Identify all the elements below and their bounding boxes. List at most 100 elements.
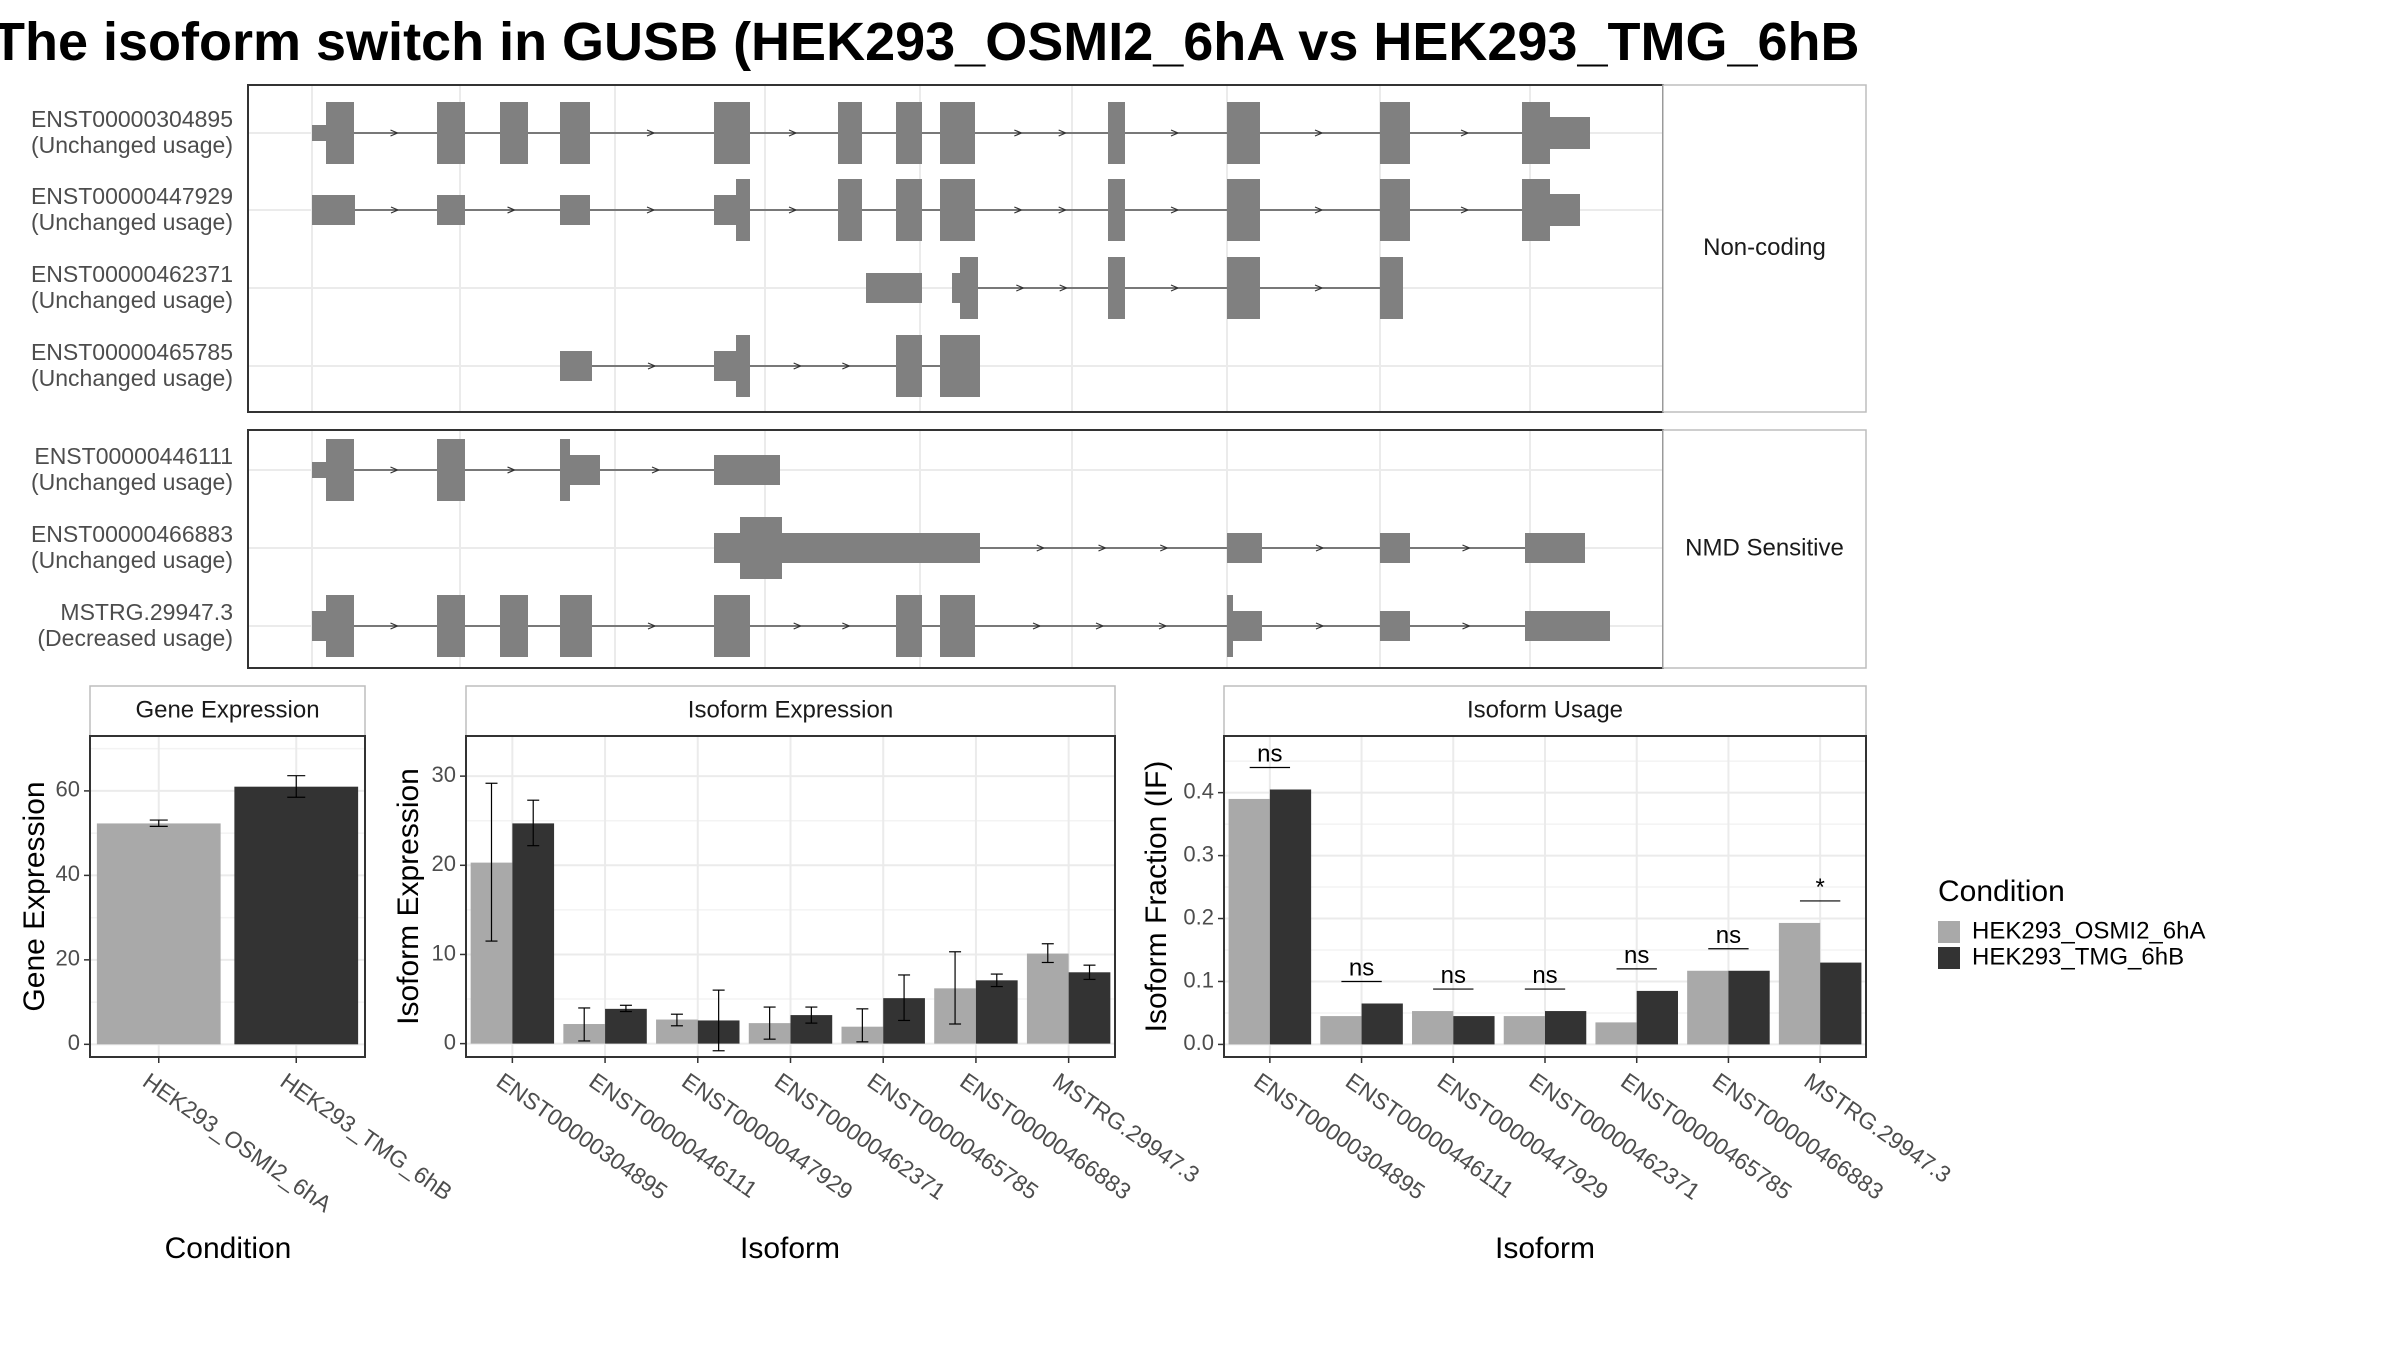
- exon-block: [960, 257, 978, 319]
- exon-block: [500, 102, 528, 164]
- transcript-ENST00000466883: ENST00000466883(Unchanged usage): [31, 517, 1585, 579]
- bar-ENST00000447929-HEK293_TMG_6hB: [1453, 1016, 1495, 1045]
- transcript-ENST00000465785: ENST00000465785(Unchanged usage): [31, 335, 980, 397]
- exon-block: [714, 102, 750, 164]
- transcript-id-label: MSTRG.29947.3: [60, 599, 233, 625]
- panel-strip: [89, 685, 366, 737]
- legend-label: HEK293_OSMI2_6hA: [1972, 917, 2205, 944]
- significance-label: ns: [1624, 942, 1649, 969]
- exon-block: [437, 439, 465, 501]
- x-tick-label: ENST00000446111: [585, 1068, 763, 1203]
- bar-ENST00000466883-HEK293_OSMI2_6hA: [1687, 970, 1729, 1045]
- exon-block: [940, 335, 980, 397]
- x-tick-label: ENST00000304895: [1249, 1068, 1429, 1205]
- x-tick-label: ENST00000465785: [1616, 1068, 1796, 1205]
- exon-block: [312, 125, 326, 141]
- legend-title: Condition: [1938, 875, 2065, 908]
- y-axis-title: Isoform Fraction (IF): [1140, 761, 1173, 1033]
- bar-ENST00000462371-HEK293_OSMI2_6hA: [1503, 1016, 1545, 1045]
- direction-arrow: [1170, 206, 1180, 214]
- y-axis-title: Isoform Expression: [392, 768, 425, 1025]
- exon-block: [952, 273, 960, 303]
- y-tick-label: 0.4: [1183, 778, 1214, 803]
- direction-arrow: [1460, 129, 1470, 137]
- direction-arrow: [793, 362, 803, 370]
- exon-block: [714, 351, 736, 381]
- direction-arrow: [788, 129, 798, 137]
- direction-arrow: [1098, 544, 1108, 552]
- direction-arrow: [842, 622, 851, 630]
- direction-arrow: [390, 206, 400, 214]
- significance-label: ns: [1716, 922, 1741, 949]
- x-tick-label: ENST00000447929: [677, 1068, 857, 1205]
- bar-panel-gene-expression: Gene Expression0204060HEK293_OSMI2_6hAHE…: [18, 685, 457, 1265]
- facet-non-coding: ENST00000304895(Unchanged usage)ENST0000…: [31, 84, 1867, 413]
- exon-block: [1108, 179, 1125, 241]
- x-tick-label: ENST00000304895: [492, 1068, 672, 1205]
- direction-arrow: [1315, 544, 1325, 552]
- transcript-id-label: ENST00000466883: [31, 521, 233, 547]
- exon-block: [1525, 611, 1610, 641]
- direction-arrow: [1314, 206, 1324, 214]
- direction-arrow: [647, 362, 657, 370]
- direction-arrow: [507, 466, 517, 474]
- transcript-id-label: ENST00000447929: [31, 183, 233, 209]
- direction-arrow: [507, 206, 517, 214]
- exon-block: [736, 179, 750, 241]
- legend-label: HEK293_TMG_6hB: [1972, 943, 2184, 970]
- direction-arrow: [390, 466, 400, 474]
- transcript-ENST00000447929: ENST00000447929(Unchanged usage): [31, 179, 1580, 241]
- bar-ENST00000304895-HEK293_TMG_6hB: [512, 823, 555, 1044]
- x-tick-label: ENST00000465785: [863, 1068, 1043, 1205]
- direction-arrow: [1016, 284, 1025, 292]
- significance-label: ns: [1257, 741, 1282, 768]
- bar-ENST00000446111-HEK293_OSMI2_6hA: [1320, 1016, 1362, 1045]
- direction-arrow: [1170, 284, 1180, 292]
- exon-block: [1227, 533, 1262, 563]
- legend-key-HEK293_TMG_6hB: [1938, 947, 1960, 969]
- transcript-usage-label: (Unchanged usage): [31, 547, 233, 573]
- direction-arrow: [842, 362, 851, 370]
- bar-panel-isoform-usage: Isoform Usage 0.0 0.1 0.2 0.3 0.4 ns ns ns ns ns ns…: [1140, 685, 1956, 1265]
- exon-block: [1380, 257, 1403, 319]
- direction-arrow: [1036, 544, 1046, 552]
- direction-arrow: [1460, 206, 1470, 214]
- bar-ENST00000304895-HEK293_OSMI2_6hA: [1228, 798, 1270, 1045]
- exon-block: [782, 533, 980, 563]
- exon-block: [838, 102, 862, 164]
- direction-arrow: [390, 622, 400, 630]
- exon-block: [896, 179, 922, 241]
- direction-arrow: [1014, 129, 1023, 137]
- exon-block: [1108, 102, 1125, 164]
- exon-block: [940, 179, 975, 241]
- exon-block: [940, 595, 975, 657]
- exon-block: [560, 102, 590, 164]
- direction-arrow: [1170, 129, 1180, 137]
- transcript-ENST00000446111: ENST00000446111(Unchanged usage): [31, 439, 780, 501]
- x-axis-title: Isoform: [740, 1232, 840, 1265]
- exon-block: [714, 455, 780, 485]
- transcript-MSTRG.29947.3: MSTRG.29947.3(Decreased usage): [37, 595, 1610, 657]
- figure-title: The isoform switch in GUSB (HEK293_OSMI2…: [0, 12, 1860, 72]
- panel-strip-title: Isoform Expression: [688, 696, 893, 723]
- exon-block: [940, 102, 975, 164]
- transcript-ENST00000462371: ENST00000462371(Unchanged usage): [31, 257, 1403, 319]
- exon-block: [437, 102, 465, 164]
- exon-block: [714, 533, 740, 563]
- exon-block: [740, 517, 782, 579]
- exon-block: [312, 611, 326, 641]
- exon-block: [560, 195, 590, 225]
- facet-strip: [1662, 429, 1867, 669]
- exon-block: [560, 351, 592, 381]
- exon-block: [1227, 595, 1233, 657]
- direction-arrow: [1095, 622, 1105, 630]
- direction-arrow: [651, 466, 661, 474]
- direction-arrow: [647, 622, 657, 630]
- x-tick-label: ENST00000462371: [770, 1068, 950, 1205]
- exon-block: [326, 102, 354, 164]
- exon-block: [1380, 102, 1410, 164]
- bar-ENST00000465785-HEK293_TMG_6hB: [1636, 990, 1678, 1045]
- direction-arrow: [793, 622, 803, 630]
- exon-block: [1550, 117, 1590, 149]
